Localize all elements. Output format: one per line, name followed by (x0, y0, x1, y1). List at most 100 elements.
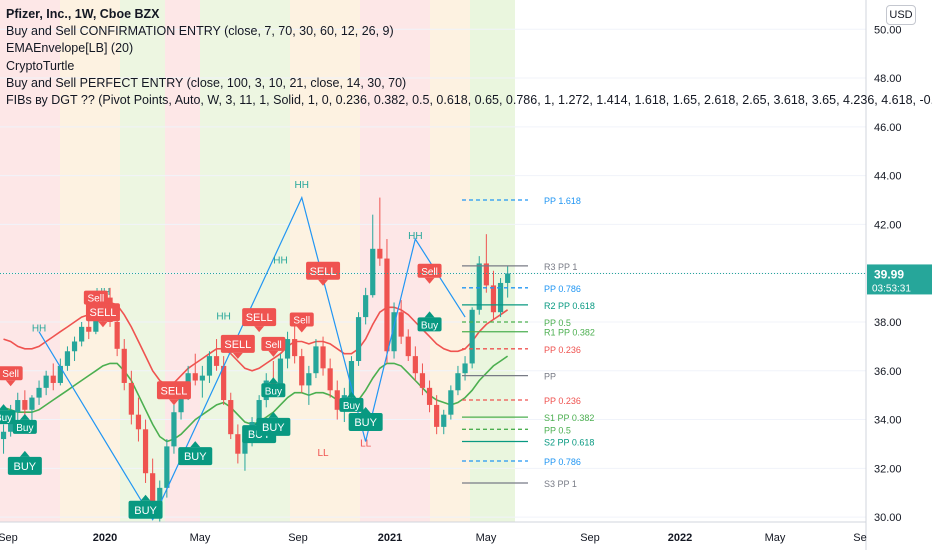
candle[interactable] (114, 321, 120, 349)
sell-signal-label: SELL (156, 381, 191, 406)
svg-text:Sell: Sell (293, 316, 310, 327)
candle[interactable] (426, 387, 433, 405)
pivot-label: PP 1.618 (544, 196, 581, 206)
candle[interactable] (164, 446, 170, 488)
candle[interactable] (469, 309, 475, 364)
pivot-label: PP 0.786 (544, 284, 581, 294)
candle[interactable] (157, 487, 163, 510)
candle[interactable] (419, 373, 426, 388)
candle[interactable] (235, 434, 241, 454)
candle[interactable] (43, 375, 49, 388)
candle[interactable] (497, 282, 504, 313)
candle[interactable] (462, 363, 468, 374)
background-zone (290, 0, 360, 522)
candle[interactable] (15, 400, 21, 413)
svg-text:Buy: Buy (421, 320, 438, 331)
buy-signal-label: BUY (256, 411, 291, 436)
candle[interactable] (256, 400, 262, 422)
candle[interactable] (384, 258, 390, 352)
buy-signal-label: BUY (128, 494, 163, 519)
candle[interactable] (221, 365, 227, 401)
time-tick-label: 2022 (668, 532, 692, 544)
candle[interactable] (412, 356, 418, 374)
candle[interactable] (142, 429, 149, 474)
candle[interactable] (299, 356, 305, 386)
swing-label: HH (295, 180, 309, 191)
ema-lower-line (3, 355, 509, 443)
candle[interactable] (71, 341, 78, 352)
candle[interactable] (171, 412, 177, 447)
background-zone (0, 0, 60, 522)
candle[interactable] (348, 361, 355, 396)
candle[interactable] (192, 373, 198, 381)
price-tick-label: 30.00 (874, 512, 902, 524)
candle[interactable] (199, 375, 205, 381)
svg-text:Sell: Sell (2, 369, 19, 380)
indicator-confirmation-entry[interactable]: Buy and Sell CONFIRMATION ENTRY (close, … (6, 24, 394, 39)
candle[interactable] (355, 317, 362, 362)
candle[interactable] (79, 326, 85, 342)
candle[interactable] (292, 339, 298, 357)
indicator-ema-envelope[interactable]: EMAEnvelope[LB] (20) (6, 41, 134, 56)
svg-text:BUY: BUY (262, 422, 285, 434)
swing-label: HH (216, 312, 230, 323)
currency-button[interactable]: USD (886, 5, 916, 25)
candle[interactable] (327, 368, 333, 391)
candle[interactable] (228, 400, 234, 435)
price-tick-label: 32.00 (874, 463, 902, 475)
background-zone (60, 0, 120, 522)
time-tick-label: 2021 (378, 532, 402, 544)
indicator-perfect-entry[interactable]: Buy and Sell PERFECT ENTRY (close, 100, … (6, 75, 407, 90)
background-zone (165, 0, 200, 522)
candle[interactable] (22, 400, 28, 410)
candle[interactable] (334, 390, 340, 410)
svg-text:Buy: Buy (16, 423, 33, 434)
candle[interactable] (242, 439, 248, 454)
candle[interactable] (135, 414, 142, 430)
candle[interactable] (29, 397, 35, 410)
candle[interactable] (441, 414, 447, 427)
sell-signal-label: Sell (0, 366, 23, 387)
candle[interactable] (398, 312, 404, 337)
candle[interactable] (0, 431, 7, 440)
candle[interactable] (448, 390, 454, 415)
candle[interactable] (490, 285, 497, 313)
candle[interactable] (306, 373, 312, 386)
candle[interactable] (363, 295, 369, 318)
candle[interactable] (391, 312, 397, 352)
candle[interactable] (277, 358, 284, 388)
candle[interactable] (434, 404, 440, 427)
candle[interactable] (405, 336, 411, 357)
candle[interactable] (370, 248, 376, 296)
candle[interactable] (93, 312, 99, 332)
svg-text:BUY: BUY (354, 417, 377, 429)
candle[interactable] (36, 387, 42, 398)
pivot-label: PP 0.786 (544, 457, 581, 467)
candle[interactable] (128, 382, 134, 415)
candle[interactable] (476, 263, 482, 310)
time-axis[interactable] (0, 522, 866, 550)
candle[interactable] (455, 373, 461, 391)
candle[interactable] (483, 263, 489, 286)
svg-text:BUY: BUY (14, 461, 37, 473)
candle[interactable] (505, 273, 511, 283)
candle[interactable] (86, 326, 92, 332)
candle[interactable] (213, 356, 220, 366)
candle[interactable] (377, 248, 383, 259)
candle[interactable] (313, 346, 319, 374)
symbol-title[interactable]: Pfizer, Inc., 1W, Cboe BZX (6, 7, 160, 21)
time-tick-label: Sep (580, 532, 600, 544)
candle[interactable] (57, 365, 63, 383)
indicator-fibs[interactable]: FIBs ву DGT ?? (Pivot Points, Auto, W, 3… (6, 92, 932, 107)
candle[interactable] (150, 473, 156, 510)
indicator-crypto-turtle[interactable]: CryptoTurtle (6, 58, 75, 73)
candle[interactable] (284, 339, 291, 359)
candle[interactable] (50, 375, 56, 383)
candle[interactable] (320, 346, 326, 369)
candle[interactable] (178, 390, 184, 413)
candle[interactable] (121, 348, 127, 383)
candle[interactable] (206, 356, 213, 376)
candle[interactable] (64, 351, 71, 366)
svg-text:SELL: SELL (246, 312, 273, 324)
